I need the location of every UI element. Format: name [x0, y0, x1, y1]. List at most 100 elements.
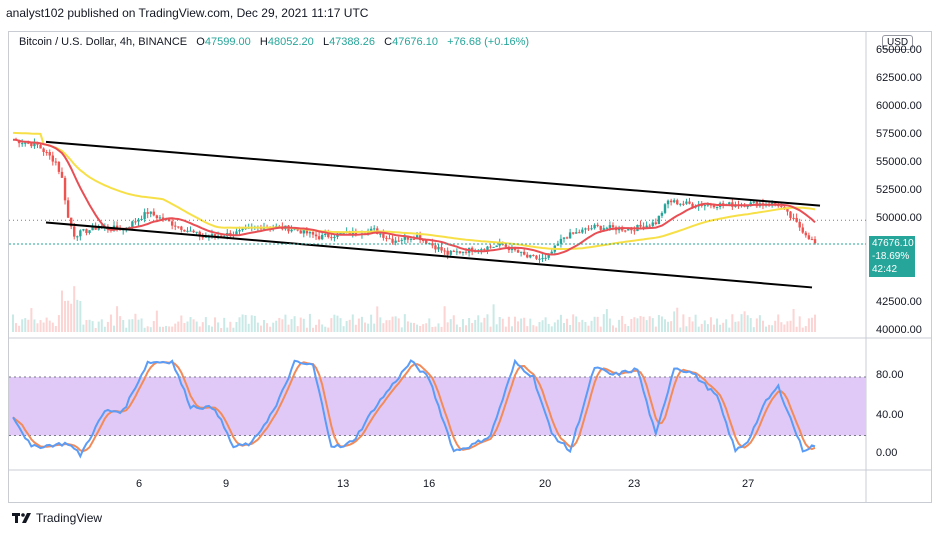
- candle-body: [596, 224, 599, 226]
- candle-body: [498, 243, 501, 246]
- candle-body: [526, 254, 529, 258]
- candle-body: [397, 240, 400, 242]
- candle-body: [305, 229, 309, 234]
- candle-body: [213, 234, 217, 236]
- volume-bar: [670, 321, 673, 332]
- volume-bar: [24, 318, 27, 332]
- volume-bar: [434, 326, 437, 332]
- candle-body: [538, 258, 541, 260]
- volume-bar: [186, 321, 189, 332]
- volume-bar: [296, 326, 299, 332]
- candle-body: [599, 225, 602, 230]
- volume-bar: [639, 316, 642, 332]
- volume-bar: [765, 326, 768, 332]
- volume-bar: [229, 321, 232, 332]
- volume-bar: [64, 300, 67, 332]
- volume-bar: [256, 322, 259, 332]
- candle-body: [544, 257, 547, 259]
- volume-bar: [275, 320, 278, 332]
- volume-bar: [379, 317, 382, 332]
- candle-body: [385, 237, 388, 239]
- volume-bar: [287, 324, 290, 332]
- time-axis-label: 27: [742, 478, 755, 490]
- volume-bar: [373, 323, 376, 332]
- candle-body: [73, 226, 76, 237]
- volume-bar: [777, 314, 780, 332]
- currency-button[interactable]: USD: [882, 35, 914, 50]
- volume-bar: [370, 314, 373, 332]
- price-axis-label: 60000.00: [876, 100, 922, 112]
- candle-body: [91, 226, 94, 231]
- tradingview-brand[interactable]: TradingView: [12, 511, 102, 525]
- volume-bar: [131, 319, 134, 332]
- candle-body: [780, 206, 783, 208]
- volume-bar: [474, 319, 477, 332]
- volume-bar: [79, 300, 82, 332]
- candle-body: [483, 249, 486, 251]
- volume-bar: [259, 325, 262, 332]
- volume-bar: [437, 323, 440, 332]
- candle-body: [602, 228, 605, 230]
- osc-axis-label: 40.00: [876, 409, 904, 421]
- volume-bar: [611, 325, 614, 332]
- candle-body: [39, 144, 42, 149]
- candle-body: [97, 227, 100, 230]
- candle-body: [489, 246, 492, 248]
- volume-bar: [700, 323, 703, 332]
- low-value: 47388.26: [329, 36, 375, 48]
- candle-body: [189, 230, 192, 232]
- volume-bar: [810, 317, 813, 332]
- volume-bar: [443, 306, 446, 332]
- candle-body: [715, 207, 719, 209]
- volume-bar: [593, 316, 596, 332]
- volume-bar: [706, 324, 709, 332]
- candle-body: [158, 217, 162, 219]
- time-axis-label: 23: [628, 478, 641, 490]
- volume-bar: [804, 326, 807, 332]
- volume-bar: [235, 321, 238, 332]
- volume-bar: [517, 321, 520, 332]
- open-label: O: [196, 36, 205, 48]
- osc-axis-label: 80.00: [876, 369, 904, 381]
- candle-body: [556, 243, 560, 246]
- candle-body: [24, 142, 27, 144]
- volume-bar: [507, 316, 510, 332]
- candle-body: [308, 232, 312, 234]
- candle-body: [394, 240, 397, 243]
- candle-body: [379, 233, 382, 235]
- candle-body: [88, 230, 91, 234]
- candle-body: [403, 236, 407, 240]
- candle-body: [85, 229, 88, 234]
- time-axis-label: 6: [136, 478, 143, 490]
- volume-bar: [575, 316, 578, 332]
- volume-bar: [30, 308, 33, 332]
- volume-bar: [198, 326, 201, 332]
- candle-body: [547, 253, 550, 258]
- volume-bar: [42, 322, 45, 332]
- candle-body: [63, 177, 67, 201]
- volume-bar: [333, 314, 336, 332]
- candle-body: [170, 221, 174, 226]
- volume-bar: [293, 316, 296, 332]
- publisher-line: analyst102 published on TradingView.com,…: [6, 6, 369, 20]
- candle-body: [210, 234, 214, 237]
- volume-bar: [161, 326, 164, 332]
- candle-body: [541, 257, 544, 259]
- volume-bar: [605, 309, 608, 332]
- volume-bar: [204, 317, 207, 332]
- candle-body: [813, 239, 817, 244]
- volume-bar: [354, 324, 357, 332]
- volume-bar: [422, 324, 425, 332]
- volume-bar: [596, 316, 599, 332]
- candle-body: [458, 251, 462, 253]
- time-axis-label: 13: [337, 478, 350, 490]
- close-label: C: [384, 36, 393, 48]
- candle-body: [27, 142, 30, 144]
- volume-bar: [210, 326, 213, 332]
- volume-bar: [642, 316, 645, 332]
- volume-bar: [587, 325, 590, 332]
- candle-body: [388, 238, 391, 240]
- price-axis-label: 65000.00: [876, 44, 922, 56]
- candle-body: [504, 244, 508, 247]
